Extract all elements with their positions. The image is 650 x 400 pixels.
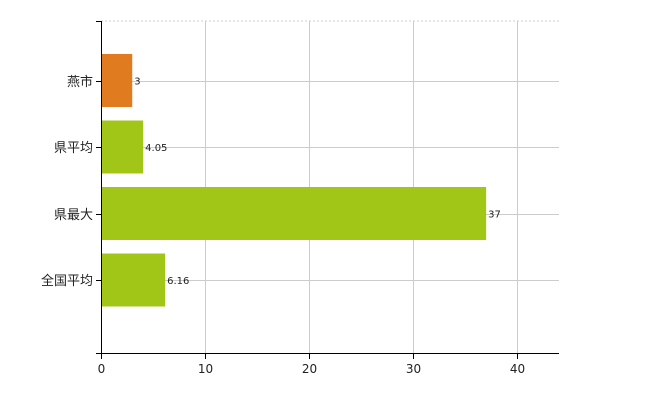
bar xyxy=(101,187,487,240)
bar-value-label: 4.05 xyxy=(145,143,167,154)
category-label: 県最大 xyxy=(54,208,93,223)
bar xyxy=(101,54,133,107)
bar-layer xyxy=(101,54,487,307)
bar xyxy=(101,120,144,174)
category-label: 県平均 xyxy=(54,141,93,156)
x-tick-label: 40 xyxy=(510,362,525,376)
category-label: 燕市 xyxy=(67,74,93,90)
bar-value-label: 3 xyxy=(134,77,140,88)
x-tick-label: 20 xyxy=(302,362,317,376)
bar-value-label: 6.16 xyxy=(167,276,189,287)
grid-layer xyxy=(101,20,559,353)
x-tick-label: 30 xyxy=(406,362,421,376)
bar-value-label: 37 xyxy=(488,210,501,221)
x-tick-label: 0 xyxy=(98,362,106,376)
x-tick-label: 10 xyxy=(198,362,213,376)
axis-layer xyxy=(96,21,559,359)
category-label: 全国平均 xyxy=(41,273,93,289)
bar xyxy=(101,253,166,307)
